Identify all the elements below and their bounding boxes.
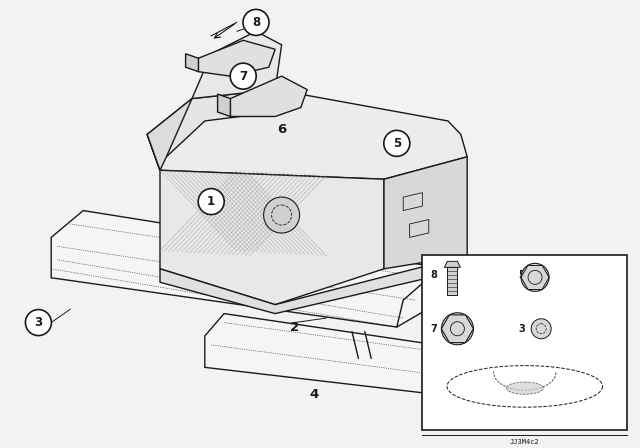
Text: 7: 7 — [431, 324, 437, 334]
Circle shape — [531, 319, 551, 339]
Polygon shape — [384, 157, 467, 269]
Text: 5: 5 — [393, 137, 401, 150]
Text: 1: 1 — [207, 195, 215, 208]
Polygon shape — [230, 76, 307, 116]
Circle shape — [26, 310, 51, 336]
Polygon shape — [147, 134, 384, 305]
Bar — [447, 267, 458, 295]
Polygon shape — [147, 99, 192, 170]
Polygon shape — [218, 94, 230, 116]
Polygon shape — [147, 90, 275, 157]
Text: 6: 6 — [277, 123, 286, 137]
Text: 3: 3 — [518, 324, 525, 334]
Circle shape — [243, 9, 269, 35]
Circle shape — [384, 130, 410, 156]
Text: 2: 2 — [290, 320, 299, 334]
Polygon shape — [198, 40, 275, 76]
Ellipse shape — [506, 382, 543, 394]
Text: JJ3M4c2: JJ3M4c2 — [510, 439, 540, 445]
Circle shape — [521, 263, 549, 291]
Circle shape — [264, 197, 300, 233]
Circle shape — [442, 313, 474, 345]
Polygon shape — [442, 315, 474, 343]
Polygon shape — [192, 31, 282, 99]
Polygon shape — [147, 90, 467, 179]
Circle shape — [230, 63, 256, 89]
Polygon shape — [205, 314, 467, 394]
Text: 3: 3 — [35, 316, 42, 329]
Polygon shape — [186, 54, 198, 72]
Text: 8: 8 — [252, 16, 260, 29]
Text: 4: 4 — [309, 388, 318, 401]
Text: 8: 8 — [431, 270, 437, 280]
Text: 7: 7 — [239, 69, 247, 83]
Polygon shape — [160, 255, 467, 314]
Polygon shape — [444, 261, 460, 267]
Bar — [422, 255, 627, 430]
Circle shape — [198, 189, 224, 215]
Polygon shape — [51, 211, 448, 327]
Text: 5: 5 — [518, 270, 525, 280]
